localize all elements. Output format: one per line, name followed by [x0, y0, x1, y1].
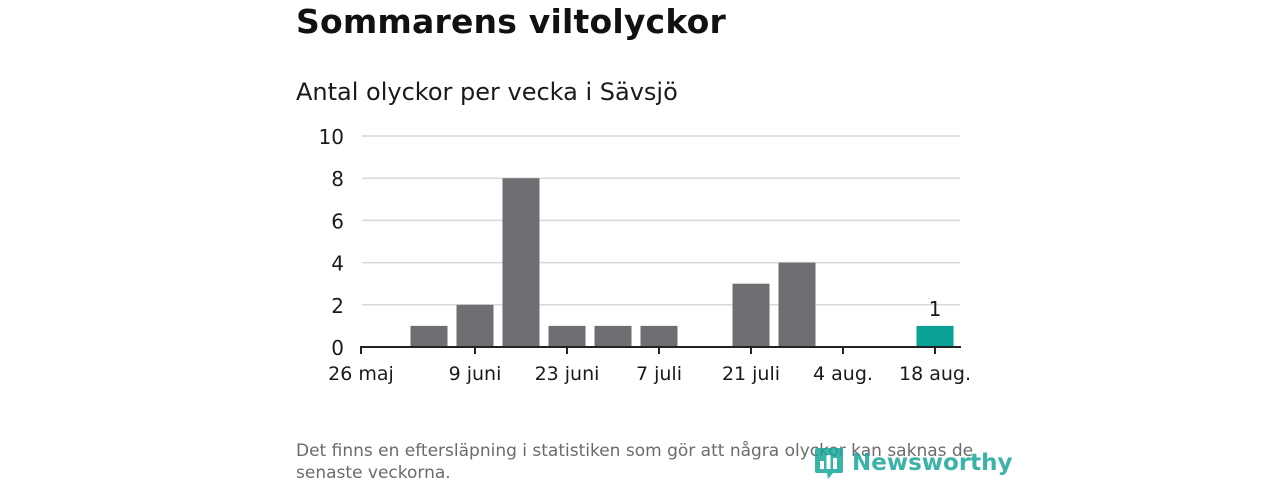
- x-tick-label: 21 juli: [722, 363, 780, 385]
- y-tick-label: 4: [331, 252, 344, 276]
- chart-subtitle: Antal olyckor per vecka i Sävsjö: [296, 78, 678, 106]
- x-tick-label: 7 juli: [636, 363, 682, 385]
- y-tick-label: 6: [331, 209, 344, 233]
- x-axis-ticks: 26 maj 9 juni 23 juni 7 juli 21 juli 4 aug. 18…: [328, 347, 971, 385]
- y-tick-label: 8: [331, 167, 344, 191]
- bar: [640, 325, 678, 347]
- grid-lines: [362, 135, 960, 306]
- bar: [594, 325, 632, 347]
- y-tick-label: 2: [331, 294, 344, 318]
- x-tick-label: 23 juni: [535, 363, 600, 385]
- y-tick-label: 10: [319, 125, 344, 149]
- y-axis-ticks: 0 2 4 6 8 10: [319, 125, 344, 360]
- data-label: 1: [929, 297, 942, 321]
- bar: [502, 178, 540, 347]
- bar-chart-pin-icon: [815, 448, 843, 479]
- bars: [410, 178, 954, 347]
- bar: [732, 283, 770, 347]
- bar: [456, 304, 494, 347]
- x-tick-label: 18 aug.: [899, 363, 971, 385]
- page-title: Sommarens viltolyckor: [296, 2, 726, 41]
- footnote: Det finns en eftersläpning i statistiken…: [296, 441, 974, 480]
- x-tick-label: 26 maj: [328, 363, 394, 385]
- bar: [778, 262, 816, 347]
- bar: [916, 325, 954, 347]
- brand-logo: Newsworthy: [814, 444, 1013, 480]
- x-tick-label: 9 juni: [449, 363, 502, 385]
- data-labels: 1: [929, 297, 942, 321]
- bar: [410, 325, 448, 347]
- brand-name: Newsworthy: [852, 450, 1013, 476]
- y-tick-label: 0: [331, 336, 344, 360]
- x-tick-label: 4 aug.: [813, 363, 873, 385]
- bar: [548, 325, 586, 347]
